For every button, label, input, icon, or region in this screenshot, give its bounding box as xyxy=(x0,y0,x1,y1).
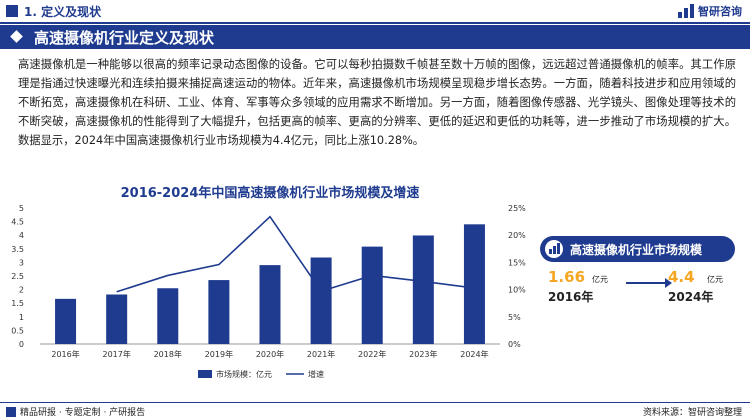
market-size-bar xyxy=(259,265,281,344)
legend-line-label: 增速 xyxy=(308,369,324,379)
x-tick-label: 2018年 xyxy=(154,349,182,359)
card-right-year: 2024年 xyxy=(668,290,714,304)
logo-text: 智研咨询 xyxy=(698,5,742,18)
x-tick-label: 2022年 xyxy=(358,349,386,359)
card-left-unit: 亿元 xyxy=(592,275,608,284)
y-left-tick-label: 0 xyxy=(19,340,24,349)
y-left-tick-label: 1.5 xyxy=(11,299,24,308)
footer-logo-icon xyxy=(6,406,16,417)
footer-tagline-text: 精品研报 · 专题定制 · 产研报告 xyxy=(20,408,146,418)
section-heading: 1. 定义及现状 xyxy=(24,5,102,19)
card-right-unit: 亿元 xyxy=(707,275,723,284)
y-left-tick-label: 0.5 xyxy=(11,326,24,335)
y-right-tick-label: 5% xyxy=(508,313,521,322)
market-size-bar xyxy=(208,280,230,344)
x-tick-label: 2024年 xyxy=(460,349,488,359)
growth-rate-line xyxy=(116,215,475,293)
y-left-tick-label: 4.5 xyxy=(11,218,24,227)
y-right-tick-label: 0% xyxy=(508,340,521,349)
y-left-tick-label: 3 xyxy=(19,258,24,267)
market-chart: 0 0.5 1 1.5 2 2.5 3 3.5 4 4.5 5 0% 5% 10% 15% 20% 25% 201… xyxy=(11,204,526,379)
legend-bar-label: 市场规模：亿元 xyxy=(216,369,272,379)
market-size-bar xyxy=(463,224,485,344)
x-tick-label: 2021年 xyxy=(307,349,335,359)
y-left-tick-label: 5 xyxy=(19,204,24,213)
logo-icon xyxy=(678,4,694,18)
intro-paragraph: 高速摄像机是一种能够以很高的频率记录动态图像的设备。它可以每秒拍摄数千帧甚至数十… xyxy=(18,58,736,147)
card-right-value: 4.4 xyxy=(668,268,695,286)
market-size-bar xyxy=(157,288,179,344)
title-banner: 高速摄像机行业定义及现状 xyxy=(0,25,750,49)
diamond-icon xyxy=(10,30,23,43)
x-tick-label: 2016年 xyxy=(51,349,79,359)
market-size-bar xyxy=(361,246,383,344)
y-left-tick-label: 2.5 xyxy=(11,272,24,281)
market-size-bar xyxy=(55,298,77,344)
market-size-bar xyxy=(310,257,332,344)
y-right-tick-label: 15% xyxy=(508,258,526,267)
page-title: 高速摄像机行业定义及现状 xyxy=(34,29,215,47)
x-tick-label: 2020年 xyxy=(256,349,284,359)
y-right-tick-label: 25% xyxy=(508,204,526,213)
y-left-tick-label: 2 xyxy=(19,286,24,295)
section-marker-icon xyxy=(6,5,18,17)
card-header: 高速摄像机行业市场规模 xyxy=(540,236,735,262)
legend-bar-swatch xyxy=(198,370,212,378)
arrow-right-icon xyxy=(626,278,672,288)
footer-tagline: 精品研报 · 专题定制 · 产研报告 xyxy=(6,405,145,418)
footer-divider xyxy=(0,402,750,403)
card-left-value: 1.66 xyxy=(548,268,586,286)
card-left-year: 2016年 xyxy=(548,290,594,304)
card-title: 高速摄像机行业市场规模 xyxy=(570,243,703,257)
market-size-bar xyxy=(412,235,434,344)
y-left-tick-label: 1 xyxy=(19,313,24,322)
x-tick-label: 2017年 xyxy=(102,349,130,359)
y-right-tick-label: 10% xyxy=(508,286,526,295)
bar-chart-icon xyxy=(545,240,563,258)
x-tick-label: 2023年 xyxy=(409,349,437,359)
y-left-tick-label: 3.5 xyxy=(11,245,24,254)
market-size-bar xyxy=(106,294,128,344)
brand-logo: 智研咨询 xyxy=(678,3,742,19)
y-left-tick-label: 4 xyxy=(19,231,24,240)
chart-title: 2016-2024年中国高速摄像机行业市场规模及增速 xyxy=(120,186,420,201)
y-right-tick-label: 20% xyxy=(508,231,526,240)
footer-source: 资料来源：智研咨询整理 xyxy=(642,408,742,418)
summary-card: 高速摄像机行业市场规模 1.66 亿元 2016年 4.4 亿元 2024年 xyxy=(540,236,735,306)
top-bar: 1. 定义及现状 智研咨询 xyxy=(0,0,750,24)
x-tick-label: 2019年 xyxy=(205,349,233,359)
